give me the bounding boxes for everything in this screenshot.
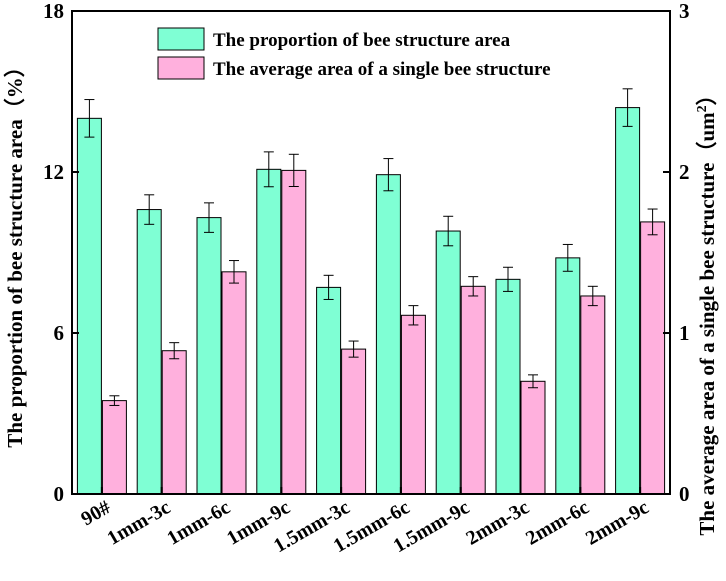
error-bar-average-area-6 bbox=[468, 276, 479, 297]
bar-average-area-9 bbox=[640, 221, 666, 495]
error-bar-average-area-3 bbox=[288, 153, 299, 187]
y2-axis-title-main: The average area of a single bee structu… bbox=[695, 112, 719, 536]
error-bar-average-area-0 bbox=[109, 395, 120, 406]
y-axis-title: The proportion of bee structure area（%） bbox=[3, 56, 27, 447]
x-tick-label-7: 2mm-3c bbox=[462, 496, 533, 550]
error-bar-average-area-9 bbox=[647, 208, 658, 236]
error-bar-proportion-5 bbox=[383, 158, 394, 192]
y2-axis-title: The average area of a single bee structu… bbox=[695, 84, 719, 535]
error-bar-proportion-6 bbox=[443, 215, 454, 247]
plot-frame bbox=[71, 10, 671, 495]
legend-label-proportion: The proportion of bee structure area bbox=[213, 30, 511, 51]
error-bar-proportion-1 bbox=[144, 194, 155, 225]
y2-tick-label-2: 2 bbox=[679, 160, 690, 184]
y2-axis-title-superscript: 2 bbox=[695, 105, 710, 112]
error-bar-proportion-0 bbox=[84, 99, 95, 138]
x-tick-label-0: 90# bbox=[77, 496, 114, 530]
legend-swatch-average-area bbox=[157, 56, 205, 80]
error-bar-proportion-2 bbox=[204, 202, 214, 233]
error-bar-average-area-5 bbox=[408, 305, 419, 326]
bar-average-area-3 bbox=[281, 169, 307, 495]
x-tick-label-1: 1mm-3c bbox=[104, 496, 175, 550]
bar-proportion-4 bbox=[316, 286, 342, 495]
bar-proportion-8 bbox=[555, 257, 581, 495]
error-bar-average-area-8 bbox=[587, 285, 598, 307]
bar-average-area-6 bbox=[460, 285, 486, 495]
bar-proportion-3 bbox=[256, 168, 282, 495]
bars-layer bbox=[76, 107, 666, 495]
y-tick-label-3: 18 bbox=[43, 0, 64, 23]
error-bars-layer bbox=[84, 88, 658, 406]
y-tick-label-1: 6 bbox=[54, 321, 65, 345]
bar-proportion-6 bbox=[435, 230, 461, 495]
bar-average-area-2 bbox=[221, 271, 247, 495]
bar-average-area-8 bbox=[580, 295, 606, 495]
bar-proportion-0 bbox=[76, 117, 102, 495]
ticks-layer bbox=[72, 10, 670, 495]
legend-label-average-area: The average area of a single bee structu… bbox=[213, 59, 551, 80]
bar-proportion-7 bbox=[495, 278, 521, 495]
bar-proportion-1 bbox=[136, 209, 162, 495]
y2-tick-label-3: 3 bbox=[679, 0, 690, 23]
x-tick-label-8: 2mm-6c bbox=[522, 496, 593, 550]
x-tick-label-2: 1mm-6c bbox=[163, 496, 234, 550]
bar-proportion-9 bbox=[615, 107, 641, 495]
y-tick-label-2: 12 bbox=[43, 160, 64, 184]
y2-axis-title-end: ） bbox=[695, 84, 719, 105]
bar-average-area-0 bbox=[101, 400, 127, 495]
y-tick-label-0: 0 bbox=[54, 482, 65, 506]
y2-tick-label-1: 1 bbox=[679, 321, 690, 345]
error-bar-average-area-4 bbox=[348, 340, 359, 358]
error-bar-average-area-2 bbox=[229, 260, 239, 284]
error-bar-proportion-7 bbox=[503, 266, 513, 292]
error-bar-proportion-9 bbox=[622, 88, 633, 127]
bar-average-area-7 bbox=[520, 380, 546, 495]
legend-swatch-proportion bbox=[157, 27, 205, 51]
legend: The proportion of bee structure area The… bbox=[157, 27, 551, 80]
bar-average-area-4 bbox=[341, 348, 367, 495]
bar-proportion-5 bbox=[375, 174, 401, 495]
error-bar-average-area-1 bbox=[169, 342, 180, 360]
y2-tick-label-0: 0 bbox=[679, 482, 690, 506]
bar-proportion-2 bbox=[196, 217, 222, 495]
error-bar-average-area-7 bbox=[528, 374, 538, 389]
error-bar-proportion-8 bbox=[562, 243, 573, 272]
bar-average-area-5 bbox=[400, 314, 426, 495]
error-bar-proportion-4 bbox=[323, 274, 334, 300]
bar-average-area-1 bbox=[161, 350, 187, 495]
error-bar-proportion-3 bbox=[263, 151, 274, 188]
x-tick-label-9: 2mm-9c bbox=[582, 496, 653, 550]
